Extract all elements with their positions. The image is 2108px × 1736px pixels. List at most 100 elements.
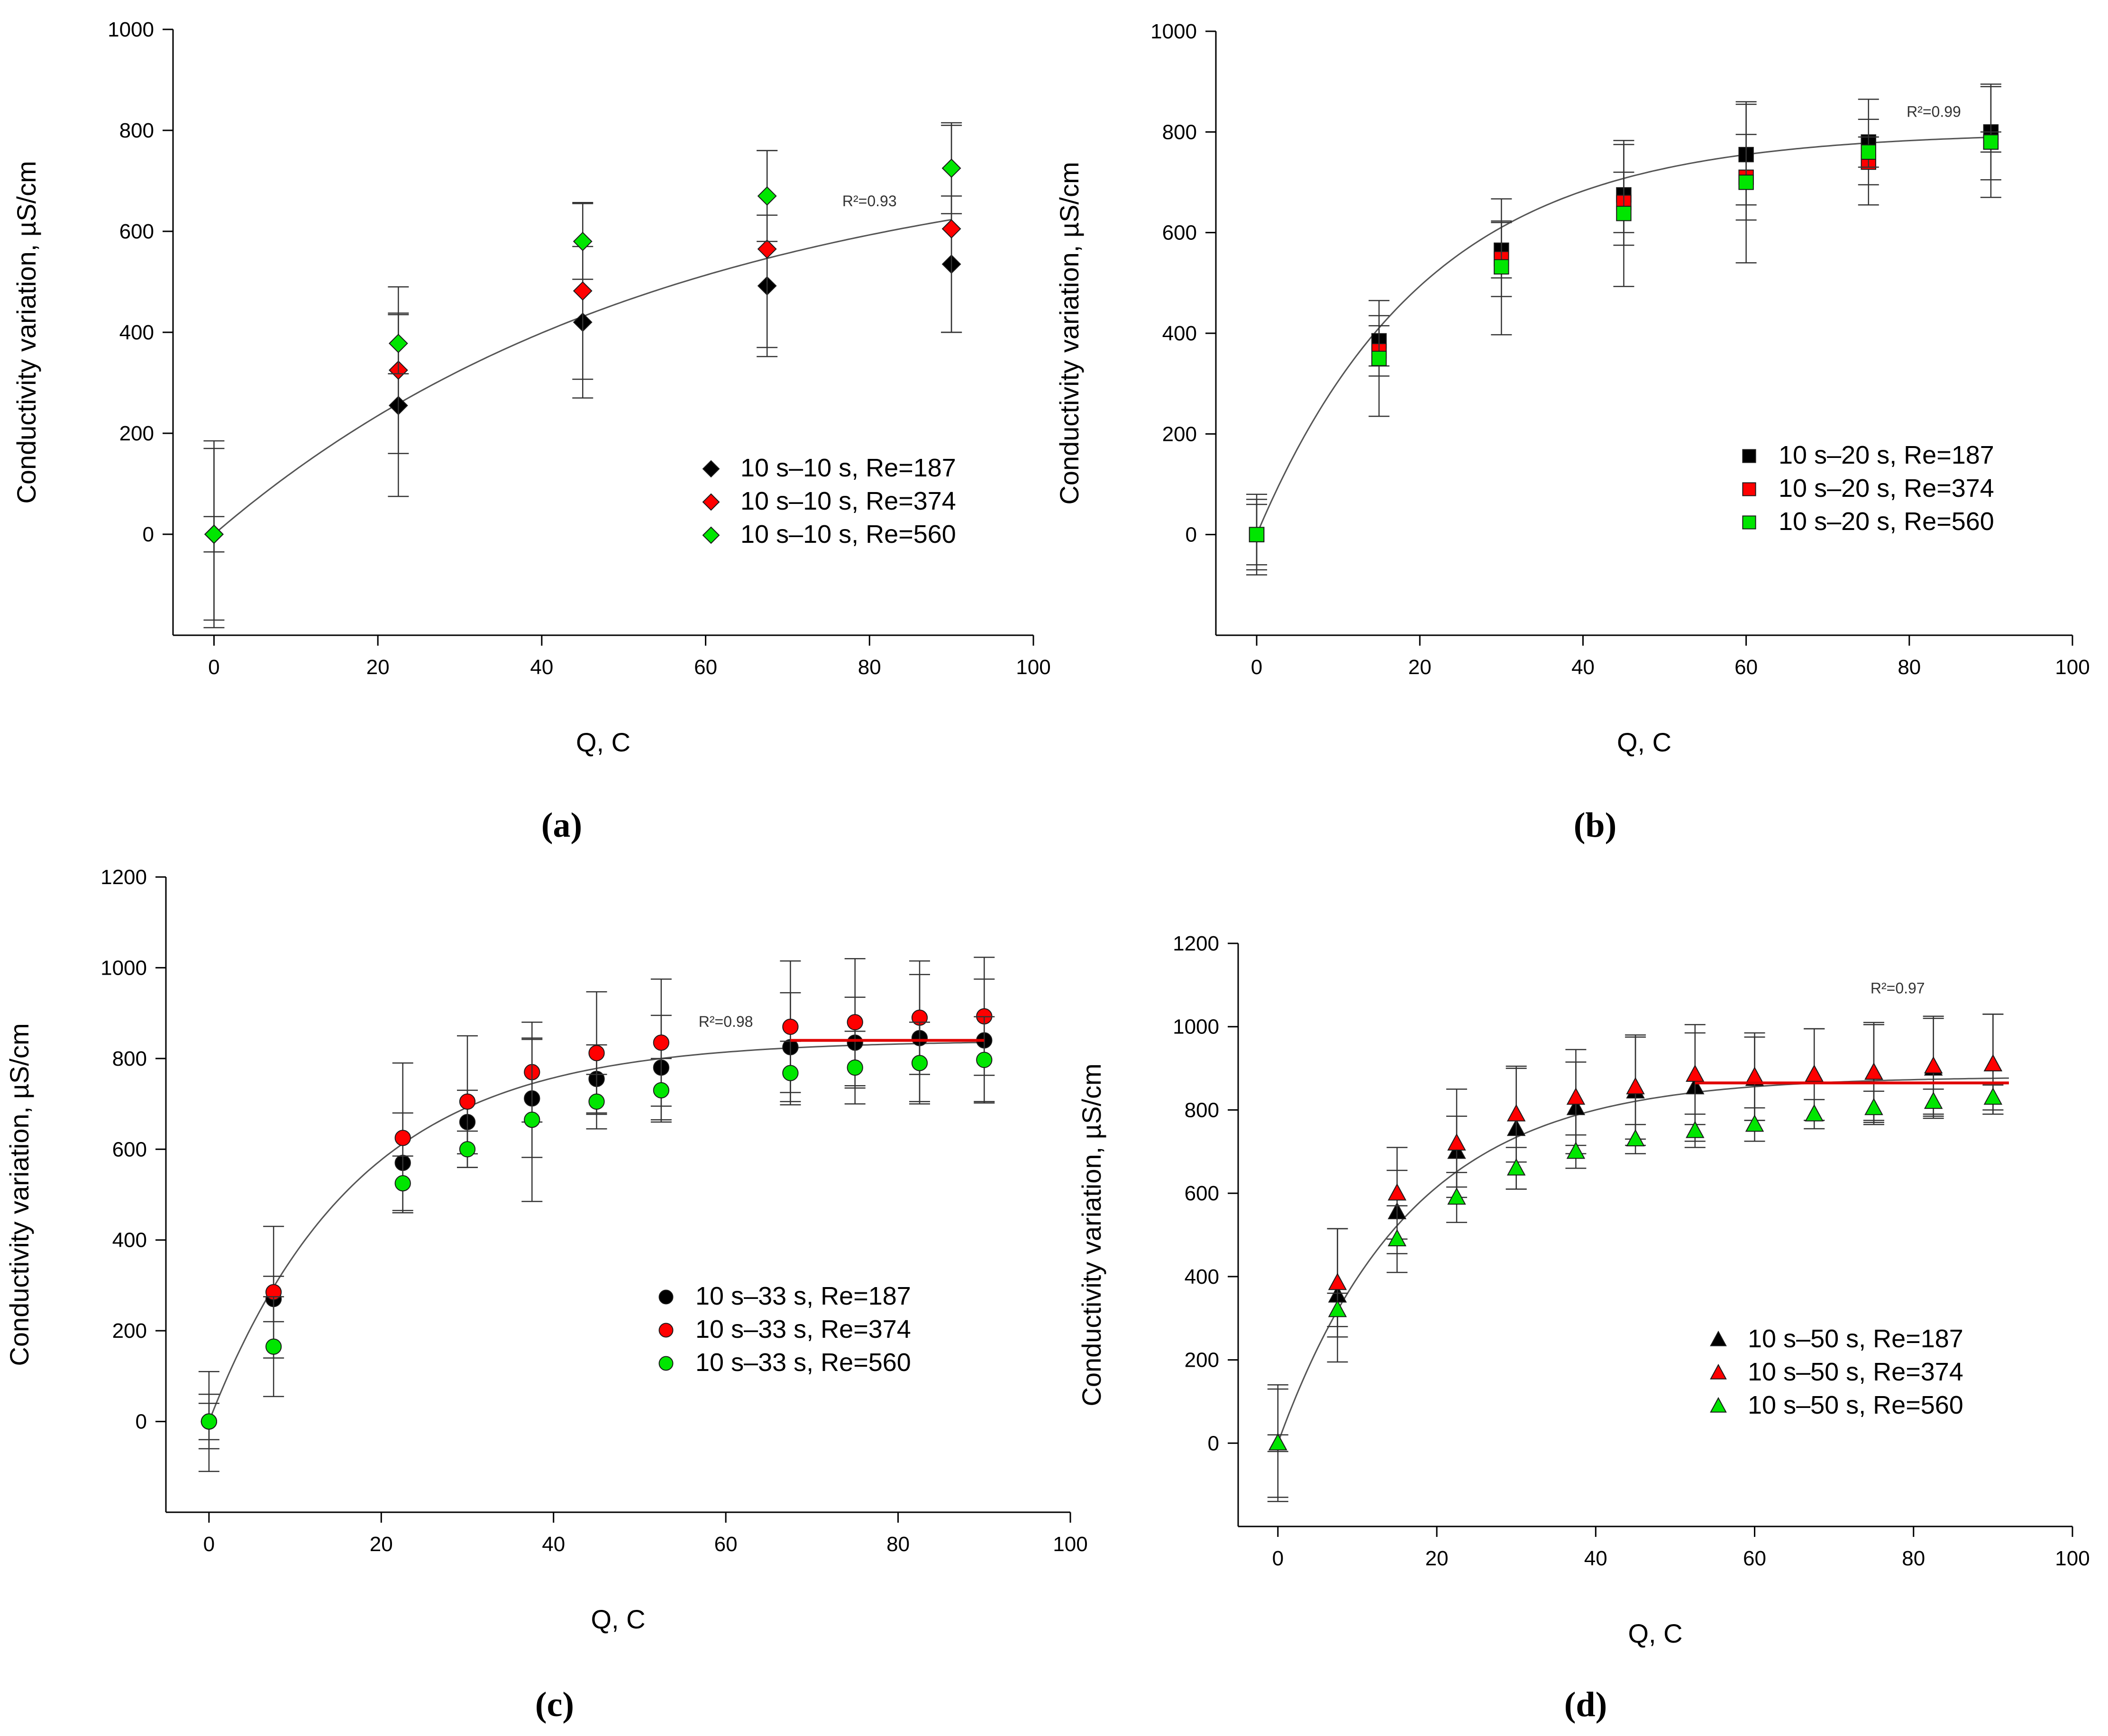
legend-entry: 10 s–50 s, Re=187 (1748, 1325, 1963, 1353)
x-tick-label: 40 (530, 656, 553, 679)
legend-marker (658, 1356, 674, 1371)
data-point (201, 1413, 218, 1430)
panel-c: 0 200 400 600 800 1000 1200 0 20 40 60 80 100 Q, C Con… (4, 866, 1088, 1724)
y-tick-label: 1200 (100, 866, 147, 889)
legend: 10 s–20 s, Re=187 10 s–20 s, Re=374 10 s–2… (1742, 441, 1994, 536)
legend-marker (1742, 449, 1756, 463)
data-point (1566, 1142, 1586, 1159)
legend-marker (658, 1289, 674, 1305)
data-point (1566, 1087, 1586, 1105)
data-point (1494, 259, 1509, 275)
legend-marker (658, 1323, 674, 1338)
panel-label: (d) (1564, 1685, 1607, 1724)
y-tick-label: 600 (1185, 1182, 1219, 1205)
x-tick-label: 0 (1251, 656, 1262, 679)
data-point (588, 1093, 605, 1110)
y-tick-label: 400 (1185, 1265, 1219, 1288)
data-point (524, 1111, 540, 1128)
legend-marker (702, 460, 720, 478)
x-tick-label: 80 (886, 1533, 910, 1556)
y-tick-label: 200 (112, 1319, 147, 1343)
x-tick-label: 0 (208, 656, 219, 679)
data-point (941, 158, 961, 178)
data-point (1616, 206, 1632, 221)
legend-marker (1710, 1330, 1727, 1346)
x-axis-label: Q, C (591, 1604, 645, 1634)
x-axis-label: Q, C (1617, 727, 1671, 757)
legend: 10 s–10 s, Re=187 10 s–10 s, Re=374 10 s–1… (702, 454, 956, 548)
y-axis-label: Conductivity variation, µS/cm (11, 161, 41, 503)
data-point (757, 239, 777, 259)
series-3 (1246, 86, 2001, 571)
r-squared-annotation: R²=0.93 (842, 192, 897, 210)
legend-entry: 10 s–50 s, Re=560 (1748, 1391, 1963, 1419)
data-point (573, 281, 593, 301)
data-point (1249, 527, 1265, 542)
y-tick-label: 0 (143, 523, 154, 546)
data-point (1686, 1064, 1705, 1082)
r-squared-annotation: R²=0.98 (699, 1013, 753, 1030)
x-tick-label: 0 (203, 1533, 215, 1556)
panel-label: (b) (1574, 806, 1616, 845)
data-point (911, 1055, 928, 1071)
legend-entry: 10 s–20 s, Re=560 (1779, 507, 1994, 536)
y-tick-label: 600 (112, 1138, 147, 1161)
y-tick-label: 200 (1162, 422, 1197, 446)
legend-entry: 10 s–10 s, Re=187 (740, 454, 956, 482)
r-squared-annotation: R²=0.99 (1907, 103, 1961, 120)
panel-a: 0 200 400 600 800 1000 0 20 40 60 80 100 Q, C Conduct… (11, 18, 1051, 845)
legend-marker (702, 493, 720, 511)
x-tick-label: 60 (1734, 656, 1758, 679)
data-point (204, 524, 224, 544)
y-tick-label: 0 (1208, 1432, 1219, 1455)
data-point (847, 1014, 863, 1031)
data-point (394, 1175, 411, 1192)
data-point (394, 1130, 411, 1146)
legend-marker (1742, 482, 1756, 496)
data-point (1506, 1158, 1526, 1176)
x-tick-label: 40 (1571, 656, 1595, 679)
data-point (1864, 1062, 1883, 1080)
data-point (1745, 1067, 1764, 1084)
data-point (757, 186, 777, 206)
x-tick-label: 80 (1898, 656, 1921, 679)
data-point (1328, 1300, 1347, 1317)
panel-b: 0 200 400 600 800 1000 0 20 40 60 80 100 Q, C Conduct… (1054, 20, 2090, 845)
data-point (588, 1045, 605, 1061)
x-tick-label: 100 (1053, 1533, 1087, 1556)
y-tick-label: 600 (1162, 221, 1197, 245)
y-tick-label: 400 (1162, 322, 1197, 345)
y-tick-label: 200 (1185, 1349, 1219, 1372)
y-tick-label: 600 (119, 220, 154, 243)
legend-entry: 10 s–33 s, Re=187 (695, 1282, 911, 1310)
data-point (782, 1065, 799, 1081)
legend-entry: 10 s–33 s, Re=374 (695, 1315, 911, 1343)
y-tick-label: 1000 (100, 956, 147, 979)
x-tick-label: 60 (694, 656, 717, 679)
series-3 (203, 122, 962, 553)
data-point (1983, 1054, 2003, 1072)
legend-entry: 10 s–20 s, Re=187 (1779, 441, 1994, 469)
y-tick-label: 0 (136, 1410, 147, 1434)
data-point (573, 231, 593, 251)
x-tick-label: 60 (714, 1533, 738, 1556)
y-tick-label: 1000 (108, 18, 154, 41)
y-tick-label: 1200 (1173, 932, 1219, 955)
data-point (1328, 1272, 1347, 1290)
data-point (653, 1034, 670, 1051)
y-tick-label: 1000 (1150, 20, 1197, 43)
y-tick-label: 400 (119, 321, 154, 344)
x-tick-label: 20 (366, 656, 390, 679)
data-point (1387, 1229, 1406, 1247)
legend: 10 s–50 s, Re=187 10 s–50 s, Re=374 10 s–5… (1710, 1325, 1963, 1419)
data-point (1805, 1104, 1824, 1122)
y-tick-label: 400 (112, 1229, 147, 1252)
data-point (1924, 1056, 1943, 1074)
x-tick-label: 0 (1272, 1547, 1284, 1570)
data-point (941, 219, 961, 239)
x-axis-label: Q, C (1628, 1618, 1682, 1648)
data-point (1861, 144, 1876, 160)
legend-marker (1742, 515, 1756, 530)
data-point (1387, 1183, 1406, 1201)
